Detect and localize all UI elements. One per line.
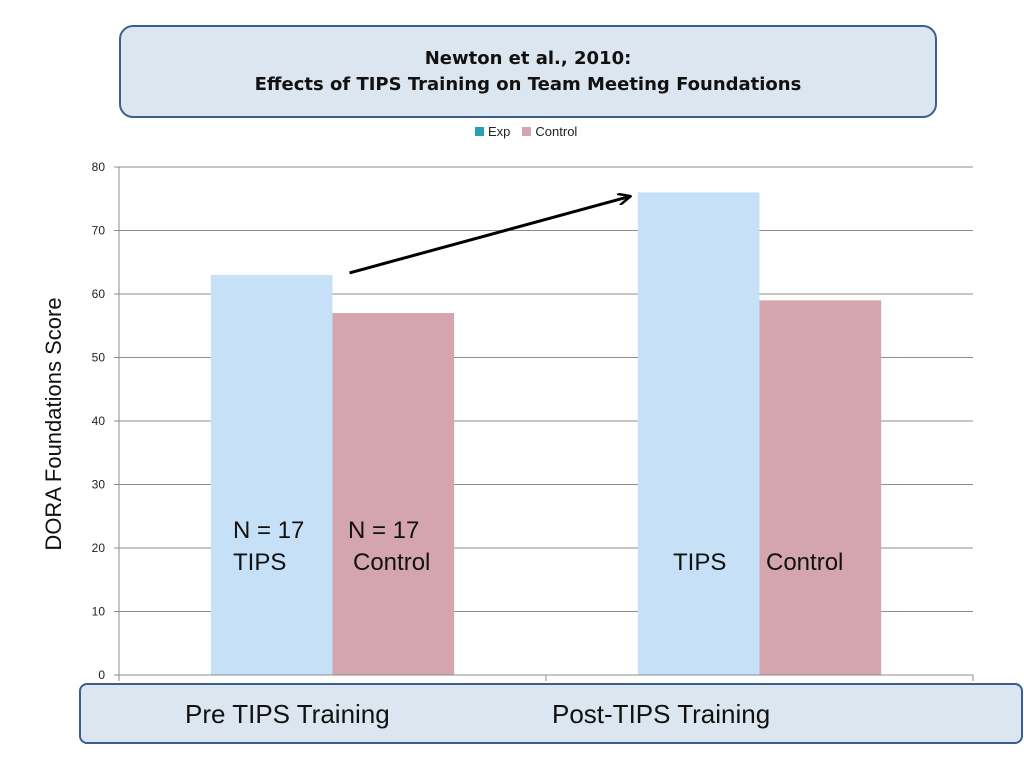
chart-subtitle: Effects of TIPS Training on Team Meeting…: [254, 73, 802, 95]
annotation-pre-exp-n: N = 17: [233, 517, 305, 544]
chart-title: Newton et al., 2010:: [424, 48, 632, 70]
bar-exp-post: [637, 192, 760, 675]
legend-swatch-exp: [475, 127, 484, 136]
y-axis-label: DORA Foundations Score: [41, 297, 66, 551]
annotation-post-control-label: Control: [766, 549, 844, 576]
annotation-pre-control-n: N = 17: [348, 517, 420, 544]
y-tick-label: 30: [92, 478, 106, 492]
annotation-pre-control-label: Control: [353, 549, 431, 576]
bar-exp-pre: [210, 274, 333, 675]
legend: Exp Control: [475, 124, 577, 139]
y-tick-label: 60: [92, 287, 106, 301]
legend-swatch-control: [522, 127, 532, 136]
y-tick-label: 20: [92, 541, 106, 555]
annotation-pre-exp: N = 17 TIPS: [233, 515, 304, 579]
bar-control-pre: [332, 313, 455, 675]
annotation-pre-exp-label: TIPS: [233, 549, 287, 576]
annotation-post-exp-label: TIPS: [673, 549, 727, 576]
y-tick-label: 0: [98, 668, 105, 682]
y-tick-label: 10: [92, 605, 106, 619]
legend-item-exp: Exp: [475, 124, 510, 139]
bar-control-post: [759, 300, 882, 675]
chart-title-box: Newton et al., 2010: Effects of TIPS Tra…: [119, 25, 937, 118]
y-tick-label: 50: [92, 351, 106, 365]
legend-item-control: Control: [522, 124, 577, 139]
x-category-label-post: Post-TIPS Training: [552, 699, 771, 729]
y-tick-label: 70: [92, 224, 106, 238]
trend-arrow: [349, 196, 630, 275]
y-tick-label: 40: [92, 414, 106, 428]
x-category-box: Pre TIPS Training Post-TIPS Training: [79, 683, 1023, 744]
legend-label-exp: Exp: [488, 124, 511, 139]
x-category-label-pre: Pre TIPS Training: [185, 699, 390, 729]
annotation-pre-control: N = 17 Control: [348, 515, 430, 579]
y-tick-label: 80: [92, 160, 106, 174]
legend-label-control: Control: [535, 124, 578, 139]
